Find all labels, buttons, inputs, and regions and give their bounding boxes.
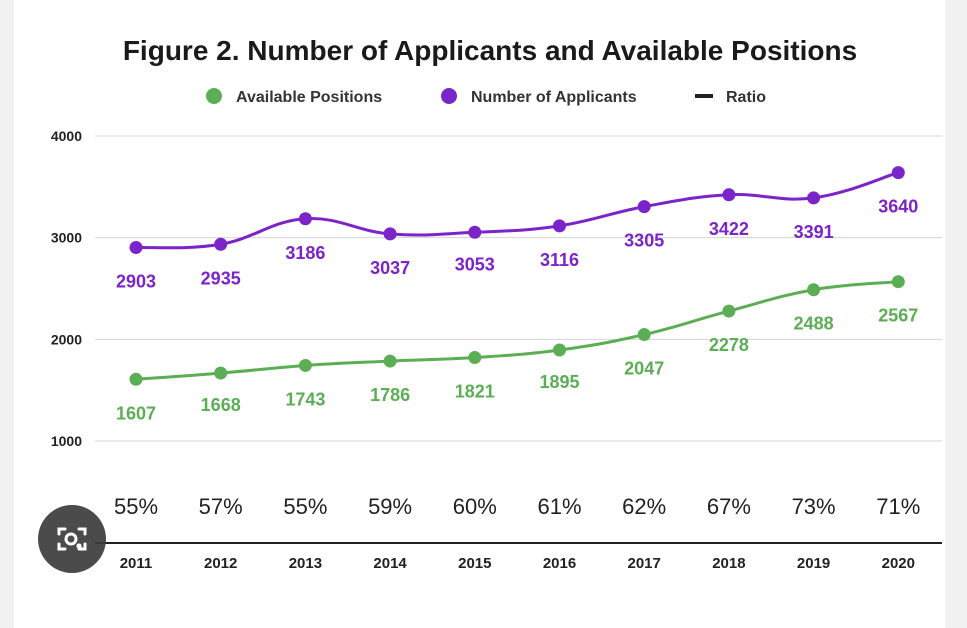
ratio-labels: 55% 57% 55% 59% 60% 61% 62% 67% 73% 71% [114,494,920,519]
available-positions-line [135,280,899,381]
applicants-point [214,237,228,251]
ratio-label: 55% [114,494,158,519]
chart-title: Figure 2. Number of Applicants and Avail… [123,35,857,66]
available-positions-label: 2488 [794,314,834,334]
available-positions-point [807,283,821,297]
applicants-point [553,219,566,233]
available-positions-point [722,304,736,318]
applicants-label: 3640 [878,197,918,217]
available-positions-point [637,328,651,342]
x-tick-label: 2011 [120,555,153,572]
available-positions-point [214,366,228,380]
available-positions-label: 1895 [539,372,579,392]
ratio-label: 60% [453,494,497,519]
series-lines [135,171,899,381]
applicants-label: 2935 [201,268,241,288]
available-positions-label: 1668 [201,395,241,415]
gridlines [95,135,942,442]
x-tick-label: 2020 [882,555,915,572]
visual-search-button[interactable] [38,505,106,573]
applicants-line [135,171,899,250]
x-tick-label: 2016 [543,555,576,572]
available-positions-label: 1821 [455,382,495,402]
available-positions-label: 1607 [116,403,156,423]
legend-label: Ratio [726,89,766,106]
x-tick-label: 2019 [797,555,830,572]
ratio-label: 71% [876,494,920,519]
y-tick-label: 4000 [51,128,82,144]
ratio-label: 61% [537,494,581,519]
ratio-label: 57% [199,494,243,519]
x-tick-label: 2012 [204,555,237,572]
chart-legend: Available Positions Number of Applicants R… [206,88,766,106]
applicants-point [891,166,905,180]
applicants-label: 3305 [624,231,664,251]
data-labels: 1607 1668 1743 1786 1821 1895 2047 2278 2488 2567… [116,197,918,424]
y-axis-ticks: 1000 2000 3000 4000 [51,128,82,449]
applicants-label: 3053 [455,254,495,274]
ratio-label: 67% [707,494,751,519]
legend-marker [695,94,713,98]
x-tick-label: 2014 [373,555,407,572]
applicants-label: 3391 [794,222,834,242]
ratio-label: 73% [792,494,836,519]
legend-label: Available Positions [236,89,382,106]
x-axis-ticks: 2011 2012 2013 2014 2015 2016 2017 2018 2019 2020 [120,555,915,572]
legend-marker [441,88,457,104]
available-positions-label: 1743 [285,389,325,409]
applicants-point [637,200,651,214]
applicants-point [129,241,143,255]
x-tick-label: 2015 [458,555,491,572]
applicants-point [807,191,821,205]
applicants-label: 3116 [540,250,579,270]
available-positions-point [891,275,905,289]
applicants-label: 3037 [370,258,410,278]
applicants-label: 2903 [116,272,156,292]
applicants-point [468,225,482,239]
right-frame-border [945,0,967,628]
available-positions-point [468,351,482,365]
available-positions-point [553,343,566,357]
series-points [129,166,905,386]
available-positions-label: 2278 [709,335,749,355]
x-tick-label: 2013 [289,555,322,572]
y-tick-label: 3000 [51,230,82,246]
applicants-point [722,188,736,202]
legend-label: Number of Applicants [471,89,637,106]
camera-search-icon [57,527,87,551]
y-tick-label: 1000 [51,433,82,449]
y-tick-label: 2000 [51,331,82,347]
x-tick-label: 2017 [628,555,661,572]
available-positions-label: 2047 [624,359,664,379]
applicants-point [298,212,312,226]
x-tick-label: 2018 [712,555,745,572]
legend-marker [206,88,222,104]
ratio-label: 62% [622,494,666,519]
available-positions-label: 1786 [370,385,410,405]
left-frame-border [0,0,14,628]
available-positions-point [129,372,143,386]
applicants-label: 3422 [709,219,749,239]
available-positions-point [298,358,312,372]
available-positions-point [383,354,397,368]
ratio-label: 55% [283,494,327,519]
applicants-point [383,227,397,241]
ratio-label: 59% [368,494,412,519]
applicants-label: 3186 [285,243,325,263]
available-positions-label: 2567 [878,306,918,326]
